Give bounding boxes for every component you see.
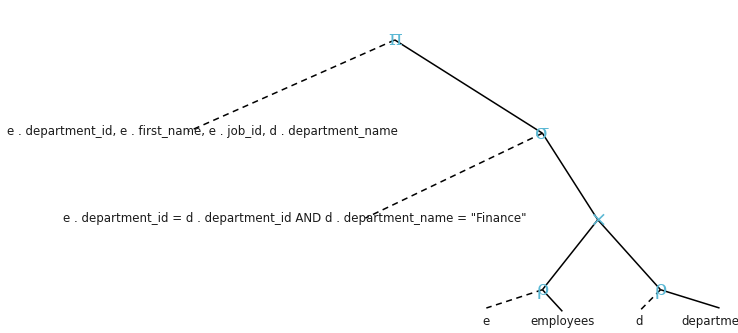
Text: ρ: ρ (537, 280, 548, 299)
Text: π: π (388, 30, 401, 50)
Text: e . department_id = d . department_id AND d . department_name = "Finance": e . department_id = d . department_id AN… (63, 211, 526, 225)
Text: σ: σ (535, 124, 550, 143)
Text: e . department_id, e . first_name, e . job_id, d . department_name: e . department_id, e . first_name, e . j… (7, 125, 399, 138)
Text: employees: employees (530, 315, 595, 328)
Text: e: e (483, 315, 490, 328)
Text: ×: × (589, 210, 607, 229)
Text: d: d (635, 315, 643, 328)
Text: departments: departments (681, 315, 738, 328)
Text: ρ: ρ (655, 280, 666, 299)
